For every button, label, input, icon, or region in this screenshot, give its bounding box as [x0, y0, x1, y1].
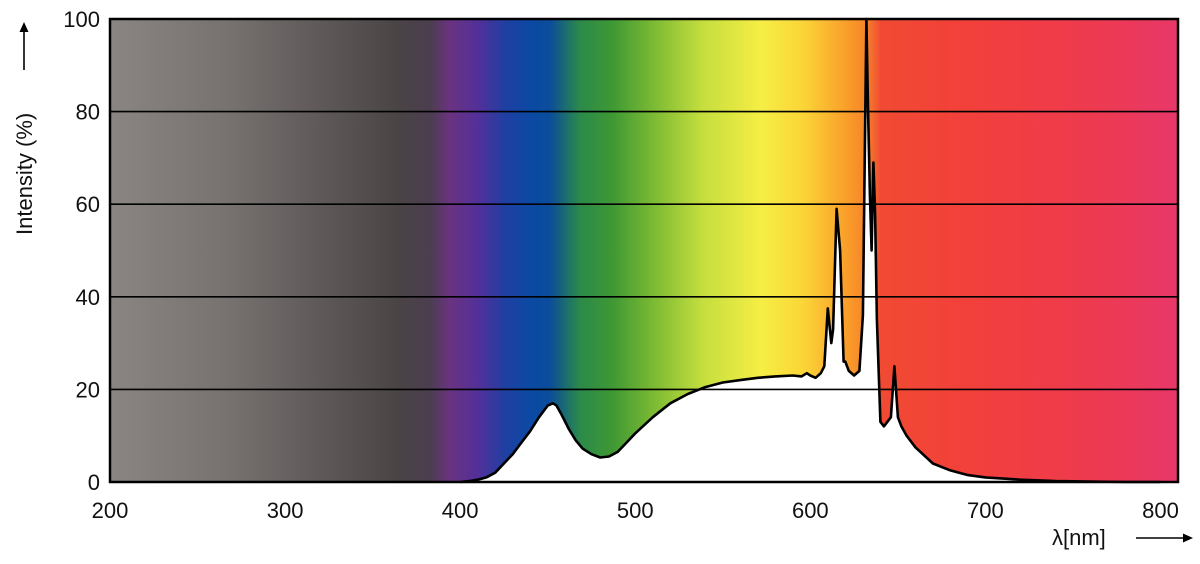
- x-axis-arrow-head: [1183, 533, 1193, 543]
- x-tick-label-500: 500: [617, 498, 654, 523]
- x-axis-title: λ[nm]: [1052, 525, 1106, 550]
- x-tick-label-400: 400: [442, 498, 479, 523]
- spectrum-background: [110, 19, 1178, 482]
- plot-frame: [108, 17, 1180, 484]
- y-axis-title-group: Intensity (%): [12, 22, 37, 235]
- gridlines: [110, 110, 1178, 391]
- y-tick-label-80: 80: [76, 100, 100, 125]
- y-tick-label-20: 20: [76, 377, 100, 402]
- x-tick-label-800: 800: [1142, 498, 1179, 523]
- y-axis-arrow-head: [19, 22, 29, 32]
- x-axis-ticks: 200 300 400 500 600 700 800: [92, 498, 1179, 523]
- y-tick-label-100: 100: [63, 7, 100, 32]
- x-tick-label-700: 700: [967, 498, 1004, 523]
- x-axis-title-group: λ[nm]: [1052, 525, 1193, 550]
- y-axis-title: Intensity (%): [12, 113, 37, 235]
- x-tick-label-200: 200: [92, 498, 129, 523]
- y-tick-label-60: 60: [76, 192, 100, 217]
- y-axis-ticks: 0 20 40 60 80 100: [63, 7, 100, 495]
- spectrum-line: [460, 17, 1161, 484]
- x-tick-label-600: 600: [792, 498, 829, 523]
- y-tick-label-40: 40: [76, 285, 100, 310]
- x-tick-label-300: 300: [267, 498, 304, 523]
- y-tick-label-0: 0: [88, 470, 100, 495]
